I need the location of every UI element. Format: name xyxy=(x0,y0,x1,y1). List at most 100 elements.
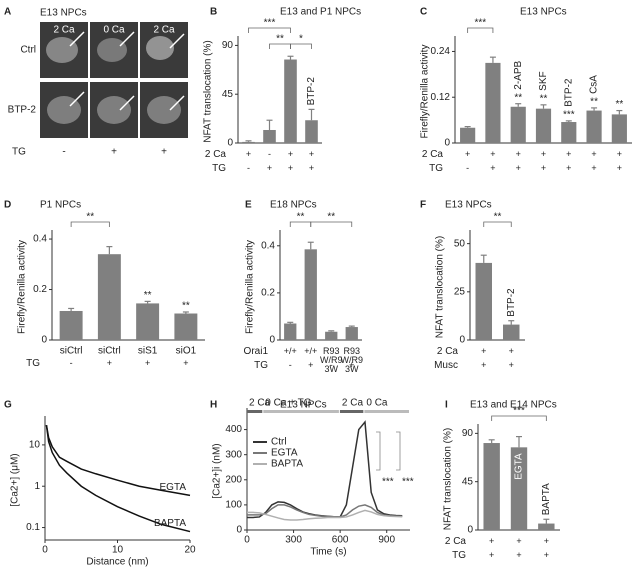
row-value: + xyxy=(543,550,549,560)
row-value: - xyxy=(329,360,333,370)
row-value: - xyxy=(247,163,250,173)
significance-bracket xyxy=(290,43,312,49)
significance-bracket xyxy=(310,221,353,227)
row-value: + xyxy=(245,149,252,159)
row-value: + xyxy=(543,536,549,546)
row-label: TG xyxy=(452,550,466,561)
y-tick-label: 0.2 xyxy=(261,288,275,299)
chart-title: E13 and P1 NPCs xyxy=(280,7,361,18)
bar xyxy=(510,106,526,143)
row-value: + xyxy=(266,163,273,173)
series-line xyxy=(247,509,403,521)
row-value: + xyxy=(515,163,521,173)
bar xyxy=(611,114,627,143)
y-tick-label: 0 xyxy=(269,335,275,346)
protocol-label: 0 Ca xyxy=(366,398,388,409)
x-tick-label: 300 xyxy=(285,535,302,546)
row-value: + xyxy=(516,550,522,560)
bar xyxy=(174,313,198,340)
y-tick-label: 50 xyxy=(454,238,466,249)
bar-annotation: 2-APB xyxy=(513,60,524,89)
significance-label: *** xyxy=(474,18,486,29)
row-value: + xyxy=(308,360,314,370)
legend-label: EGTA xyxy=(271,448,298,459)
bar xyxy=(485,62,501,144)
row-value: + xyxy=(616,163,622,173)
significance-label: *** xyxy=(513,406,525,417)
bar xyxy=(305,120,318,143)
row-value: + xyxy=(106,358,112,368)
bar-annotation: BAPTA xyxy=(541,483,552,515)
y-tick-label: 300 xyxy=(225,449,242,460)
y-tick-label: 0 xyxy=(467,525,473,536)
row-label: TG xyxy=(26,358,40,369)
y-tick-label: 25 xyxy=(454,286,466,297)
bar xyxy=(284,323,297,340)
significance-bracket xyxy=(376,431,381,471)
series-line xyxy=(247,504,403,518)
significance-label: *** xyxy=(382,477,394,488)
y-tick-label: 0 xyxy=(444,138,450,149)
significance-label: ** xyxy=(182,301,190,312)
y-tick-label: 0 xyxy=(227,138,233,149)
x-axis-label: Time (s) xyxy=(310,547,346,558)
series-line xyxy=(45,425,191,533)
bar xyxy=(475,262,492,340)
row-value: + xyxy=(566,163,572,173)
significance-bracket xyxy=(483,221,512,227)
bar xyxy=(535,108,552,143)
bar xyxy=(304,249,317,340)
row-label: 2 Ca xyxy=(436,346,458,357)
x-tick-label: 600 xyxy=(332,535,349,546)
treatment-label: TG xyxy=(12,147,26,158)
y-axis-label: Firefly/Renilla activity xyxy=(420,45,431,139)
y-tick-label: 0.12 xyxy=(431,92,451,103)
column-label: 2 Ca xyxy=(153,25,175,36)
panel-a-title: E13 NPCs xyxy=(40,8,87,19)
row-value: + xyxy=(144,358,151,368)
row-value: + xyxy=(308,149,315,159)
significance-bracket xyxy=(269,43,291,49)
row-label: Musc xyxy=(434,360,458,371)
row-value: + xyxy=(591,163,597,173)
series-label: EGTA xyxy=(160,482,187,493)
significance-label: *** xyxy=(264,18,276,29)
bar xyxy=(561,122,577,143)
x-tick-label: siS1 xyxy=(138,346,158,357)
y-axis-label: NFAT translocation (%) xyxy=(203,40,214,142)
chart-title: E13 and E14 NPCs xyxy=(470,400,557,411)
significance-label: ** xyxy=(494,212,502,223)
row-value: - xyxy=(69,358,73,368)
x-tick-label: 10 xyxy=(112,545,124,556)
row-value: + xyxy=(490,163,496,173)
panel-letter: E xyxy=(245,200,252,211)
row-value: + xyxy=(465,149,471,159)
x-tick-label: siCtrl xyxy=(98,346,121,357)
row-value: + xyxy=(540,163,547,173)
bar-annotation: SKF xyxy=(538,71,549,90)
bar xyxy=(242,141,255,143)
row-label: TG xyxy=(212,163,226,174)
y-tick-label: 45 xyxy=(222,89,234,100)
row-value: + xyxy=(183,358,189,368)
bar xyxy=(263,129,276,143)
y-axis-label: NFAT translocation (%) xyxy=(443,428,454,530)
protocol-label: 0 Ca + TG xyxy=(265,398,311,409)
panel-letter: G xyxy=(4,400,12,411)
chart-title: E13 NPCs xyxy=(520,7,567,18)
row-label: 2 Ca xyxy=(204,149,226,160)
row-value: +/+ xyxy=(304,346,318,356)
row-value: - xyxy=(466,163,470,173)
y-tick-label: 90 xyxy=(222,40,234,51)
significance-label: ** xyxy=(276,34,284,45)
row-label: 2 Ca xyxy=(421,149,443,160)
y-axis-label: [Ca2+]i (nM) xyxy=(212,443,223,498)
significance-bracket xyxy=(491,415,547,421)
y-axis-label: NFAT translocation (%) xyxy=(435,236,446,338)
row-label: 2 Ca xyxy=(444,536,466,547)
row-value: + xyxy=(540,149,547,159)
bar-annotation: BTP-2 xyxy=(563,78,574,107)
y-tick-label: 0.1 xyxy=(26,522,40,533)
significance-label: *** xyxy=(563,110,575,121)
